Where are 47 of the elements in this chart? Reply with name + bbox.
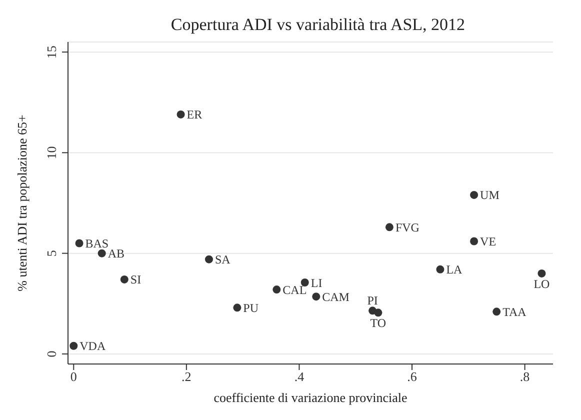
annotation: VDA [80, 339, 106, 354]
point [492, 308, 501, 316]
annotation: PU [243, 300, 259, 315]
point [75, 239, 84, 248]
point [470, 190, 478, 199]
annotation: TAA [502, 304, 527, 319]
annotation: LO [534, 276, 550, 291]
x-tick-label: 0 [70, 369, 77, 384]
point [374, 308, 382, 317]
point [312, 292, 320, 301]
annotation: BAS [85, 236, 109, 251]
x-tick-label: .4 [294, 369, 305, 384]
point [385, 223, 394, 232]
x-axis-title: coefficiente di variazione provinciale [214, 390, 408, 405]
y-tick-label: 15 [44, 46, 59, 59]
annotation: LA [446, 262, 463, 277]
point [470, 237, 478, 246]
x-tick-label: .8 [520, 369, 530, 384]
point [98, 249, 106, 258]
annotation: VE [480, 234, 496, 248]
point [300, 278, 309, 286]
point [204, 255, 213, 264]
annotation: CAL [282, 282, 307, 297]
point [120, 275, 128, 284]
annotation: SA [214, 252, 231, 267]
annotation: ER [186, 108, 202, 122]
x-tick-label: .2 [182, 369, 192, 384]
annotation: LI [310, 276, 322, 290]
point [233, 304, 242, 312]
y-tick-label: 5 [44, 250, 59, 257]
annotation: FVG [395, 220, 420, 234]
annotation: PI [367, 294, 378, 308]
point [272, 286, 281, 294]
point [176, 110, 185, 118]
annotation: UM [480, 188, 500, 202]
point [538, 269, 546, 278]
annotation: TO [370, 316, 386, 330]
chart-title: Copertura ADI vs variabilità tra ASL, 2012 [170, 15, 466, 34]
y-tick-label: 0 [44, 350, 59, 358]
annotation: CAM [322, 290, 350, 304]
point [436, 265, 444, 274]
point [70, 342, 78, 350]
y-tick-label: 10 [44, 146, 59, 160]
y-axis-title: % utenti ADI tra popolazione 65+ [14, 114, 30, 292]
x-tick-label: .6 [407, 369, 418, 384]
annotation: AB [108, 246, 125, 261]
annotation: SI [130, 272, 142, 287]
